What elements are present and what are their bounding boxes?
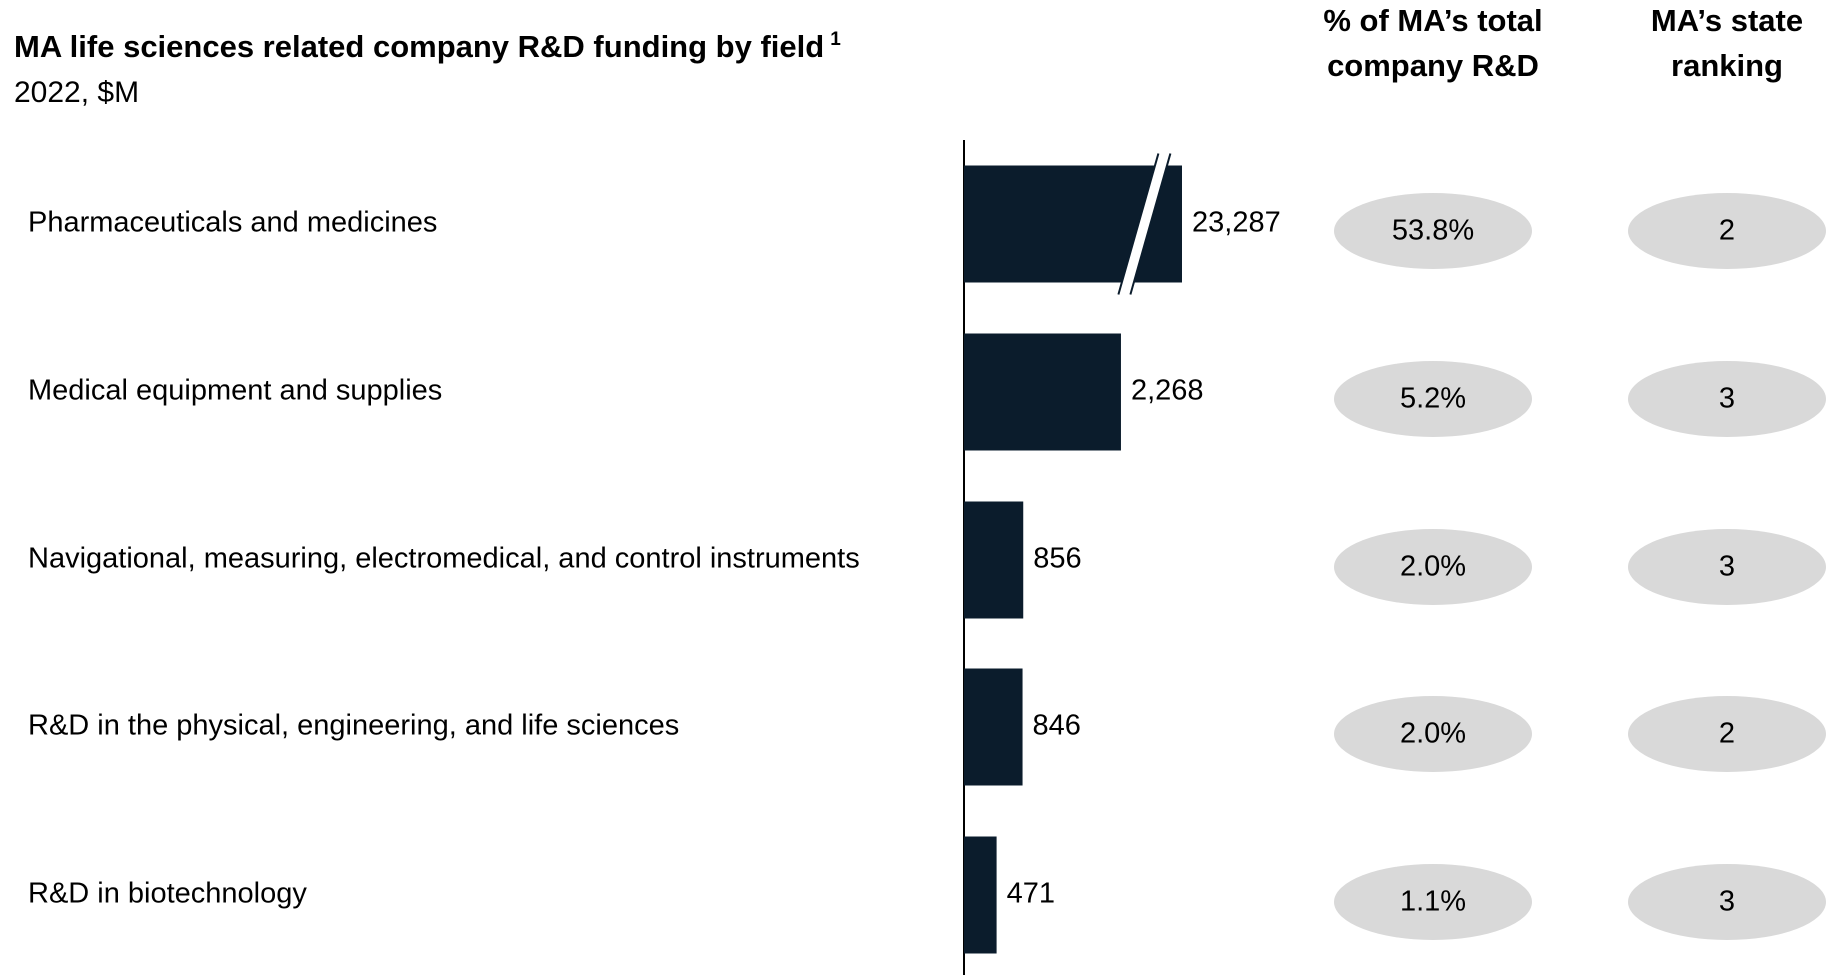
value-label: 2,268	[1131, 375, 1204, 407]
title-footnote: 1	[830, 29, 841, 50]
chart-subtitle: 2022, $M	[14, 76, 139, 109]
pill-label: 2.0%	[1400, 551, 1466, 583]
value-label: 23,287	[1192, 207, 1281, 239]
category-label: Medical equipment and supplies	[28, 375, 442, 407]
pill-label: 2	[1719, 215, 1735, 247]
value-pill	[1628, 193, 1826, 269]
pill-label: 3	[1719, 886, 1735, 918]
axis-break-line	[1117, 153, 1160, 295]
bar	[964, 333, 1121, 451]
pill-label: 53.8%	[1392, 215, 1474, 247]
pill-label: 2	[1719, 718, 1735, 750]
value-pill	[1628, 696, 1826, 772]
value-pill	[1334, 529, 1532, 605]
column-header: company R&D	[1327, 48, 1539, 83]
category-label: R&D in the physical, engineering, and li…	[28, 710, 679, 742]
chart-title-group: MA life sciences related company R&D fun…	[14, 29, 841, 64]
value-pill	[1334, 696, 1532, 772]
value-pill	[1334, 361, 1532, 437]
column-header: ranking	[1671, 48, 1783, 83]
value-pill	[1334, 193, 1532, 269]
value-pill	[1628, 361, 1826, 437]
value-label: 846	[1033, 710, 1081, 742]
pill-label: 2.0%	[1400, 718, 1466, 750]
bar	[964, 668, 1023, 786]
value-label: 856	[1033, 543, 1081, 575]
value-pill	[1334, 864, 1532, 940]
chart-title: MA life sciences related company R&D fun…	[14, 29, 824, 64]
axis-break-line	[1129, 153, 1172, 295]
value-pill	[1628, 529, 1826, 605]
value-label: 471	[1007, 878, 1055, 910]
value-pill	[1628, 864, 1826, 940]
pill-label: 5.2%	[1400, 383, 1466, 415]
pill-label: 3	[1719, 551, 1735, 583]
column-header: MA’s state	[1651, 3, 1803, 38]
column-header: % of MA’s total	[1323, 3, 1542, 38]
category-label: Navigational, measuring, electromedical,…	[28, 543, 860, 575]
pill-label: 1.1%	[1400, 886, 1466, 918]
axis-break	[1118, 153, 1171, 295]
bar	[964, 501, 1024, 619]
category-label: R&D in biotechnology	[28, 878, 307, 910]
pill-label: 3	[1719, 383, 1735, 415]
bar	[964, 836, 997, 954]
category-label: Pharmaceuticals and medicines	[28, 207, 437, 239]
